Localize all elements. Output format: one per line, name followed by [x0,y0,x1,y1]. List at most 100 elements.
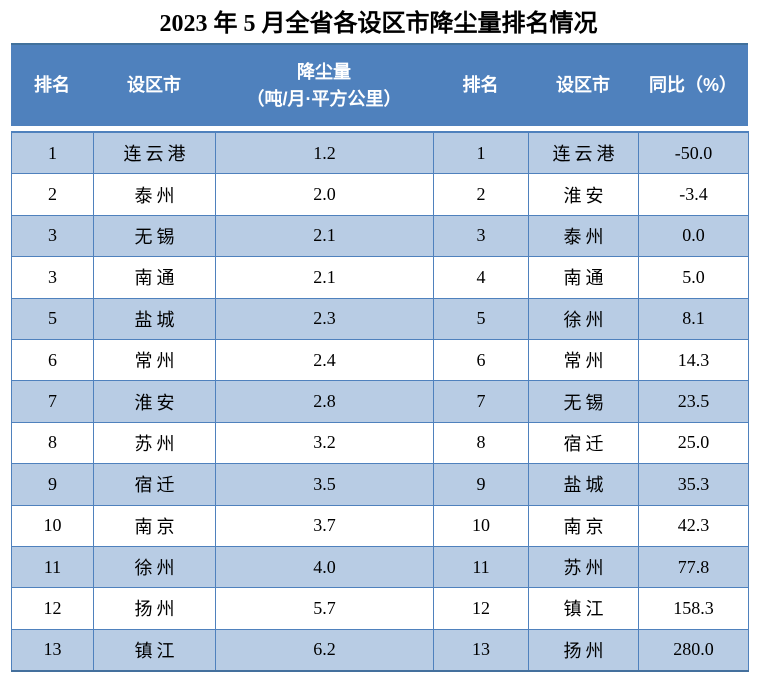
right-rank-cell: 5 [433,297,529,340]
right-rank-cell: 11 [433,545,529,589]
left-value-cell: 2.8 [215,380,434,423]
left-rank-cell: 11 [11,545,94,589]
left-rank-cell: 1 [11,131,94,175]
left-city-cell: 连云港 [93,131,216,175]
right-city-cell: 淮安 [528,173,639,216]
right-city-cell: 苏州 [528,545,639,589]
right-value-cell: 0.0 [638,214,749,258]
table-body: 1 连云港 1.2 1 连云港 -50.0 2 泰州 2.0 2 淮安 -3.4… [11,131,749,673]
left-value-cell: 6.2 [215,628,434,673]
table-row: 2 泰州 2.0 2 淮安 -3.4 [11,173,749,216]
right-rank-cell: 4 [433,256,529,299]
header-yoy: 同比（%） [638,45,748,126]
right-rank-cell: 2 [433,173,529,216]
right-rank-cell: 3 [433,214,529,258]
left-rank-cell: 13 [11,628,94,673]
right-value-cell: -50.0 [638,131,749,175]
right-value-cell: 35.3 [638,463,749,506]
table-row: 10 南京 3.7 10 南京 42.3 [11,504,749,547]
header-right-city-label: 设区市 [556,75,610,95]
right-value-cell: 23.5 [638,380,749,423]
table-header-row: 排名 设区市 降尘量 （吨/月·平方公里） 排名 设区市 同比（%） [11,43,748,126]
left-rank-cell: 3 [11,256,94,299]
table-row: 1 连云港 1.2 1 连云港 -50.0 [11,131,749,175]
table-body-rows: 1 连云港 1.2 1 连云港 -50.0 2 泰州 2.0 2 淮安 -3.4… [11,131,749,673]
right-value-cell: 280.0 [638,628,749,673]
left-city-cell: 南京 [93,504,216,547]
table-row: 3 无锡 2.1 3 泰州 0.0 [11,214,749,258]
right-rank-cell: 13 [433,628,529,673]
right-city-cell: 泰州 [528,214,639,258]
right-city-cell: 宿迁 [528,421,639,465]
right-value-cell: 77.8 [638,545,749,589]
left-rank-cell: 10 [11,504,94,547]
header-right-rank-label: 排名 [462,75,499,95]
left-value-cell: 4.0 [215,545,434,589]
page-title: 2023 年 5 月全省各设区市降尘量排名情况 [159,11,598,37]
left-value-cell: 5.7 [215,587,434,630]
right-value-cell: 8.1 [638,297,749,340]
header-dustfall: 降尘量 （吨/月·平方公里） [215,45,433,126]
left-city-cell: 南通 [93,256,216,299]
left-city-cell: 扬州 [93,587,216,630]
left-value-cell: 2.1 [215,214,434,258]
left-rank-cell: 8 [11,421,94,465]
right-city-cell: 镇江 [528,587,639,630]
right-city-cell: 扬州 [528,628,639,673]
left-city-cell: 镇江 [93,628,216,673]
table-row: 12 扬州 5.7 12 镇江 158.3 [11,587,749,630]
ranking-table: 排名 设区市 降尘量 （吨/月·平方公里） 排名 设区市 同比（%） 1 连云港… [11,43,749,673]
header-left-city-label: 设区市 [127,75,181,95]
left-value-cell: 2.4 [215,338,434,382]
right-rank-cell: 6 [433,338,529,382]
left-city-cell: 无锡 [93,214,216,258]
left-city-cell: 盐城 [93,297,216,340]
right-value-cell: 14.3 [638,338,749,382]
right-rank-cell: 10 [433,504,529,547]
header-left-city: 设区市 [93,45,215,126]
left-city-cell: 苏州 [93,421,216,465]
right-rank-cell: 1 [433,131,529,175]
left-rank-cell: 12 [11,587,94,630]
table-row: 8 苏州 3.2 8 宿迁 25.0 [11,421,749,465]
left-rank-cell: 6 [11,338,94,382]
table-row: 9 宿迁 3.5 9 盐城 35.3 [11,463,749,506]
left-city-cell: 淮安 [93,380,216,423]
header-left-rank-label: 排名 [34,75,70,95]
right-value-cell: 42.3 [638,504,749,547]
header-right-rank: 排名 [433,45,528,126]
header-dustfall-title: 降尘量 [297,61,351,82]
left-city-cell: 泰州 [93,173,216,216]
right-value-cell: 25.0 [638,421,749,465]
header-body-gap [11,126,748,131]
header-left-rank: 排名 [11,45,93,126]
right-rank-cell: 8 [433,421,529,465]
left-city-cell: 徐州 [93,545,216,589]
right-city-cell: 徐州 [528,297,639,340]
right-city-cell: 南京 [528,504,639,547]
left-value-cell: 2.1 [215,256,434,299]
table-row: 7 淮安 2.8 7 无锡 23.5 [11,380,749,423]
right-value-cell: 158.3 [638,587,749,630]
right-city-cell: 常州 [528,338,639,382]
right-rank-cell: 9 [433,463,529,506]
left-rank-cell: 7 [11,380,94,423]
left-value-cell: 3.7 [215,504,434,547]
right-value-cell: 5.0 [638,256,749,299]
header-yoy-label: 同比（%） [648,75,737,95]
left-value-cell: 3.2 [215,421,434,465]
table-row: 5 盐城 2.3 5 徐州 8.1 [11,297,749,340]
left-value-cell: 3.5 [215,463,434,506]
table-row: 13 镇江 6.2 13 扬州 280.0 [11,628,749,673]
left-rank-cell: 3 [11,214,94,258]
left-value-cell: 2.0 [215,173,434,216]
header-right-city: 设区市 [528,45,638,126]
header-dustfall-unit: （吨/月·平方公里） [246,88,402,109]
right-rank-cell: 12 [433,587,529,630]
right-city-cell: 盐城 [528,463,639,506]
right-city-cell: 无锡 [528,380,639,423]
right-value-cell: -3.4 [638,173,749,216]
left-rank-cell: 5 [11,297,94,340]
table-row: 11 徐州 4.0 11 苏州 77.8 [11,545,749,589]
left-city-cell: 宿迁 [93,463,216,506]
